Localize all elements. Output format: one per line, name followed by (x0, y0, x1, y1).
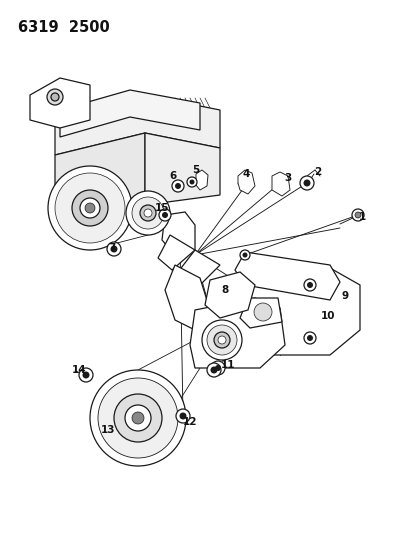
Text: 14: 14 (72, 365, 86, 375)
Circle shape (202, 320, 242, 360)
Circle shape (51, 93, 59, 101)
Circle shape (79, 368, 93, 382)
Circle shape (82, 372, 89, 378)
Circle shape (240, 250, 250, 260)
Circle shape (187, 177, 197, 187)
Circle shape (114, 394, 162, 442)
Circle shape (159, 209, 171, 221)
Polygon shape (240, 298, 282, 328)
Text: 6319  2500: 6319 2500 (18, 20, 110, 35)
Circle shape (140, 205, 156, 221)
Polygon shape (165, 265, 210, 330)
Circle shape (162, 212, 168, 218)
Polygon shape (190, 298, 285, 368)
Circle shape (132, 412, 144, 424)
Text: 1: 1 (358, 212, 366, 222)
Polygon shape (55, 133, 145, 220)
Circle shape (207, 325, 237, 355)
Circle shape (176, 409, 190, 423)
Text: 13: 13 (101, 425, 115, 435)
Circle shape (218, 336, 226, 344)
Circle shape (172, 180, 184, 192)
Text: 7: 7 (108, 243, 116, 253)
Polygon shape (272, 172, 290, 196)
Circle shape (304, 279, 316, 291)
Circle shape (242, 253, 248, 257)
Polygon shape (178, 250, 220, 285)
Circle shape (144, 209, 152, 217)
Circle shape (55, 173, 125, 243)
Circle shape (307, 335, 313, 341)
Circle shape (111, 246, 118, 253)
Text: 2: 2 (315, 167, 322, 177)
Circle shape (85, 203, 95, 213)
Text: 8: 8 (222, 285, 228, 295)
Circle shape (47, 89, 63, 105)
Circle shape (215, 365, 221, 371)
Circle shape (72, 190, 108, 226)
Text: 4: 4 (242, 169, 250, 179)
Circle shape (125, 405, 151, 431)
Text: 9: 9 (341, 291, 348, 301)
Text: 5: 5 (193, 165, 200, 175)
Polygon shape (162, 212, 195, 255)
Circle shape (254, 303, 272, 321)
Polygon shape (55, 95, 220, 155)
Text: 11: 11 (221, 360, 235, 370)
Circle shape (80, 198, 100, 218)
Polygon shape (158, 235, 195, 270)
Circle shape (214, 332, 230, 348)
Circle shape (300, 176, 314, 190)
Circle shape (207, 363, 221, 377)
Circle shape (175, 183, 181, 189)
Text: 6: 6 (169, 171, 177, 181)
Polygon shape (238, 170, 255, 194)
Polygon shape (250, 268, 360, 355)
Circle shape (132, 197, 164, 229)
Polygon shape (30, 78, 90, 128)
Circle shape (107, 242, 121, 256)
Circle shape (304, 332, 316, 344)
Circle shape (355, 212, 361, 218)
Circle shape (98, 378, 178, 458)
Polygon shape (145, 133, 220, 205)
Polygon shape (205, 272, 255, 318)
Circle shape (211, 361, 225, 375)
Circle shape (180, 413, 186, 419)
Circle shape (211, 367, 217, 374)
Circle shape (304, 180, 310, 187)
Polygon shape (235, 252, 340, 300)
Circle shape (307, 282, 313, 288)
Text: 12: 12 (183, 417, 197, 427)
Circle shape (352, 209, 364, 221)
Circle shape (90, 370, 186, 466)
Circle shape (189, 180, 195, 184)
Circle shape (48, 166, 132, 250)
Text: 10: 10 (321, 311, 335, 321)
Text: 3: 3 (284, 173, 292, 183)
Polygon shape (196, 170, 208, 190)
Polygon shape (60, 90, 200, 137)
Text: 15: 15 (155, 203, 169, 213)
Circle shape (126, 191, 170, 235)
